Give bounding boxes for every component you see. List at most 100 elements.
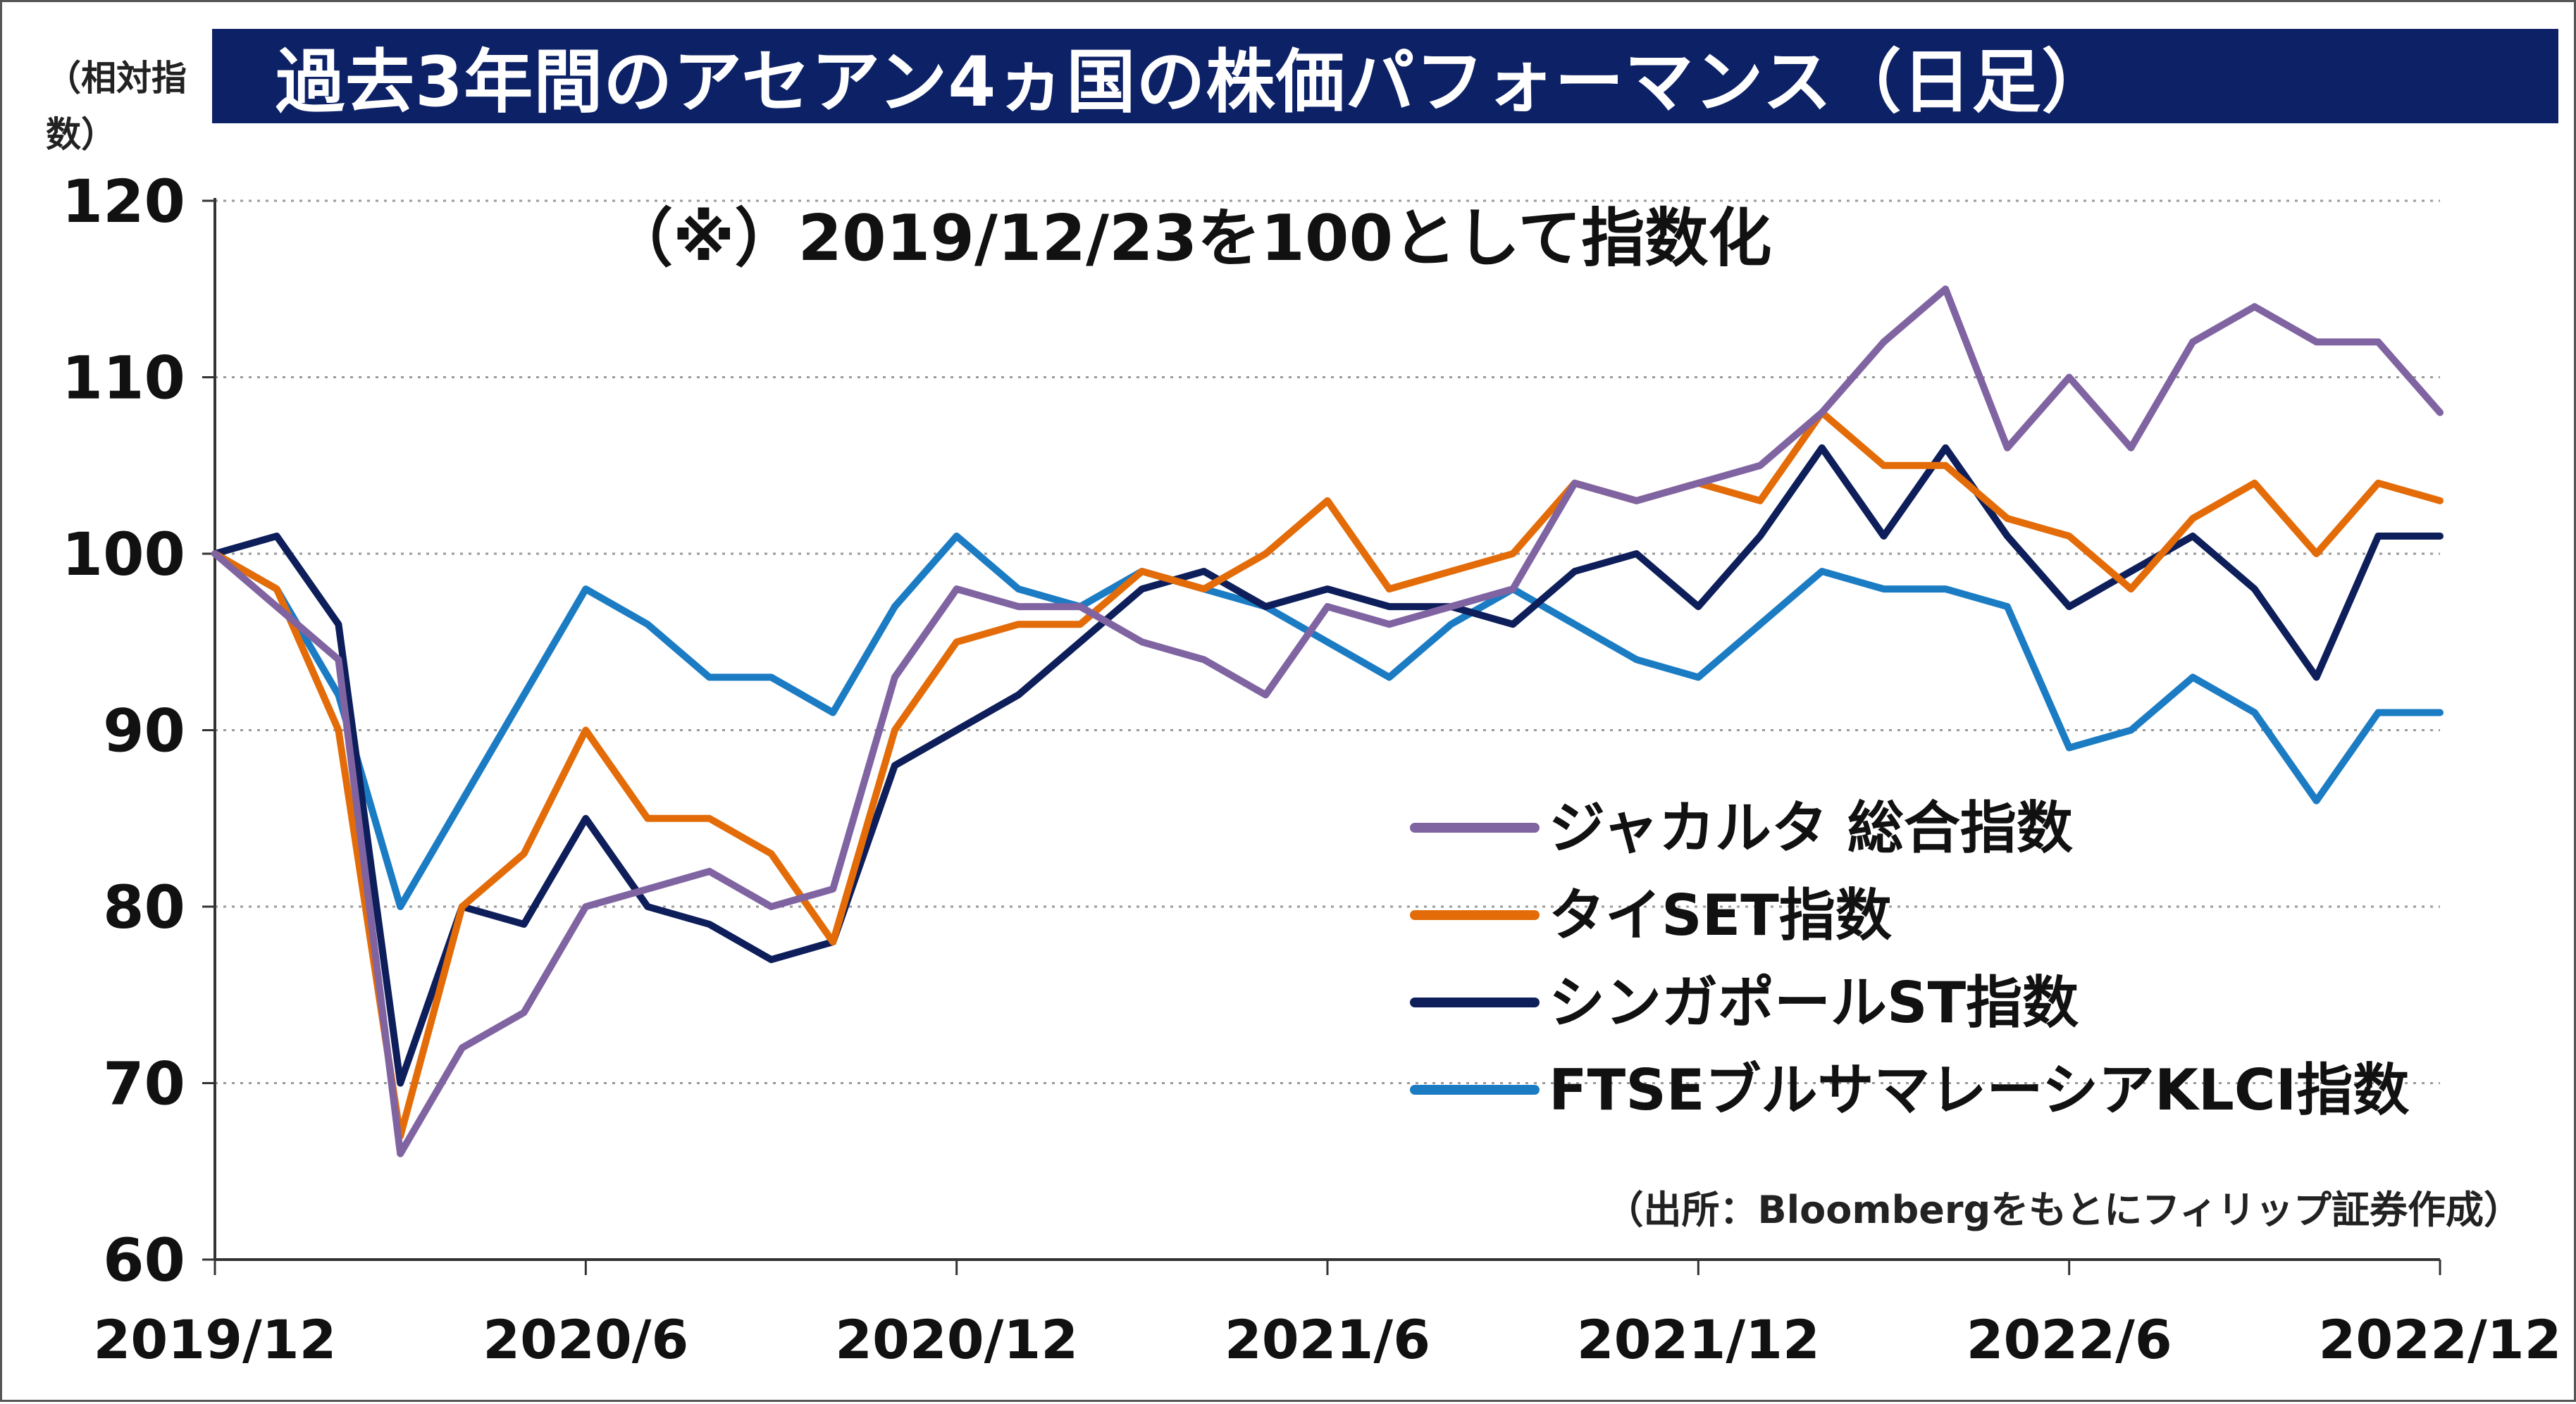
data-point-1 (1882, 464, 1885, 467)
data-point-3 (1759, 623, 1762, 626)
data-point-2 (275, 534, 278, 538)
data-point-2 (1944, 446, 1948, 449)
x-tick-label: 2021/6 (1225, 1308, 1430, 1371)
data-point-1 (2191, 516, 2195, 520)
data-point-0 (1697, 481, 1700, 485)
data-point-3 (2191, 676, 2195, 679)
index-note: （※）2019/12/23を100として指数化 (609, 201, 1772, 275)
data-point-0 (707, 869, 711, 873)
data-point-2 (646, 905, 650, 908)
data-point-2 (1635, 552, 1638, 555)
data-point-1 (337, 728, 340, 732)
data-point-3 (1820, 570, 1823, 573)
data-point-0 (1759, 464, 1762, 467)
data-point-3 (2005, 605, 2009, 609)
data-point-2 (399, 1081, 402, 1085)
data-point-1 (831, 940, 835, 944)
data-point-0 (769, 905, 773, 908)
data-point-1 (769, 852, 773, 855)
data-point-1 (1202, 588, 1206, 591)
data-point-2 (1140, 588, 1144, 591)
data-point-2 (1202, 570, 1206, 573)
data-point-0 (1140, 640, 1144, 644)
data-point-3 (2377, 711, 2380, 714)
data-point-0 (831, 887, 835, 890)
data-point-3 (2253, 711, 2256, 714)
data-point-2 (337, 623, 340, 626)
series-line-1 (211, 409, 2444, 1140)
y-tick-label: 70 (103, 1050, 185, 1119)
data-point-1 (893, 728, 896, 732)
data-point-2 (1326, 588, 1329, 591)
data-point-3 (2439, 711, 2441, 714)
x-tick-label: 2020/6 (483, 1308, 688, 1371)
data-point-0 (2253, 305, 2256, 309)
data-point-1 (646, 816, 650, 820)
data-point-1 (1449, 570, 1453, 573)
data-point-0 (1449, 605, 1453, 609)
data-point-0 (893, 676, 896, 679)
data-point-2 (1017, 693, 1020, 697)
data-point-0 (1882, 340, 1885, 344)
data-point-3 (1573, 623, 1576, 626)
data-point-3 (2067, 746, 2071, 750)
legend-label: FTSEブルサマレーシアKLCI指数 (1549, 1057, 2409, 1123)
data-point-3 (584, 588, 588, 591)
data-point-0 (955, 588, 958, 591)
data-point-2 (1759, 534, 1762, 538)
data-point-0 (2129, 446, 2133, 449)
data-point-3 (1697, 676, 1700, 679)
data-point-3 (2129, 728, 2133, 732)
data-point-2 (707, 923, 711, 926)
data-point-1 (2439, 499, 2441, 502)
data-point-0 (2315, 340, 2318, 344)
data-point-0 (2377, 340, 2380, 344)
data-point-2 (2129, 570, 2133, 573)
data-point-1 (2377, 481, 2380, 485)
data-point-2 (584, 816, 588, 820)
y-tick-label: 110 (62, 344, 185, 413)
source-note: （出所：Bloombergをもとにフィリップ証券作成） (1605, 1188, 2522, 1232)
data-point-1 (707, 816, 711, 820)
data-point-1 (1326, 499, 1329, 502)
data-point-2 (1820, 446, 1823, 449)
data-point-2 (2439, 534, 2441, 538)
legend-label: シンガポールST指数 (1549, 970, 2079, 1036)
data-point-3 (893, 605, 896, 609)
data-point-0 (399, 1152, 402, 1155)
data-point-3 (1017, 588, 1020, 591)
data-point-0 (1573, 481, 1576, 485)
y-tick-label: 90 (103, 697, 185, 766)
data-point-3 (707, 676, 711, 679)
data-point-3 (522, 693, 526, 697)
data-point-2 (2253, 588, 2256, 591)
data-point-3 (1387, 676, 1391, 679)
data-point-3 (399, 905, 402, 908)
data-point-1 (2129, 588, 2133, 591)
data-point-2 (769, 958, 773, 962)
data-point-1 (1759, 499, 1762, 502)
data-point-3 (460, 799, 464, 802)
data-point-0 (1326, 605, 1329, 609)
data-point-1 (460, 905, 464, 908)
x-tick-label: 2019/12 (93, 1308, 336, 1371)
data-point-2 (1573, 570, 1576, 573)
data-point-0 (337, 658, 340, 661)
data-point-3 (2315, 799, 2318, 802)
data-point-2 (522, 923, 526, 926)
data-point-0 (1387, 623, 1391, 626)
data-point-0 (2067, 375, 2071, 379)
y-tick-label: 120 (62, 167, 185, 236)
data-point-3 (831, 711, 835, 714)
data-point-1 (2253, 481, 2256, 485)
data-point-1 (1944, 464, 1948, 467)
data-point-2 (1387, 605, 1391, 609)
data-point-3 (955, 534, 958, 538)
data-point-0 (1264, 693, 1268, 697)
x-tick-label: 2022/12 (2318, 1308, 2561, 1371)
data-point-2 (2315, 676, 2318, 679)
data-point-0 (213, 552, 216, 555)
data-point-1 (1079, 623, 1082, 626)
x-tick-label: 2022/6 (1967, 1308, 2172, 1371)
